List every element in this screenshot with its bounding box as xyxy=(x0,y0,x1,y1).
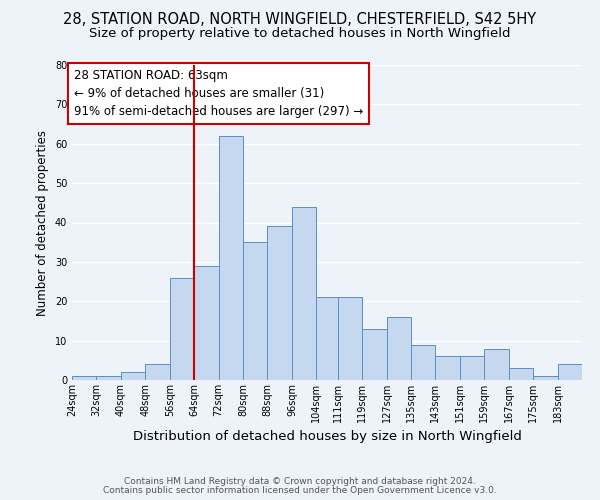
Bar xyxy=(170,278,194,380)
Bar xyxy=(557,364,582,380)
Bar xyxy=(436,356,460,380)
Text: Size of property relative to detached houses in North Wingfield: Size of property relative to detached ho… xyxy=(89,28,511,40)
Bar xyxy=(72,376,97,380)
Text: Contains HM Land Registry data © Crown copyright and database right 2024.: Contains HM Land Registry data © Crown c… xyxy=(124,477,476,486)
Bar xyxy=(316,298,338,380)
Bar xyxy=(460,356,484,380)
Bar xyxy=(194,266,218,380)
Bar xyxy=(292,207,316,380)
Bar xyxy=(484,348,509,380)
Bar xyxy=(362,329,386,380)
Bar xyxy=(411,344,436,380)
Bar xyxy=(243,242,268,380)
Bar xyxy=(121,372,145,380)
Text: 28, STATION ROAD, NORTH WINGFIELD, CHESTERFIELD, S42 5HY: 28, STATION ROAD, NORTH WINGFIELD, CHEST… xyxy=(64,12,536,28)
Bar xyxy=(509,368,533,380)
Y-axis label: Number of detached properties: Number of detached properties xyxy=(36,130,49,316)
X-axis label: Distribution of detached houses by size in North Wingfield: Distribution of detached houses by size … xyxy=(133,430,521,444)
Bar xyxy=(268,226,292,380)
Bar xyxy=(533,376,557,380)
Bar xyxy=(338,298,362,380)
Bar xyxy=(145,364,170,380)
Bar xyxy=(97,376,121,380)
Bar xyxy=(386,317,411,380)
Text: 28 STATION ROAD: 63sqm
← 9% of detached houses are smaller (31)
91% of semi-deta: 28 STATION ROAD: 63sqm ← 9% of detached … xyxy=(74,69,363,118)
Text: Contains public sector information licensed under the Open Government Licence v3: Contains public sector information licen… xyxy=(103,486,497,495)
Bar xyxy=(218,136,243,380)
